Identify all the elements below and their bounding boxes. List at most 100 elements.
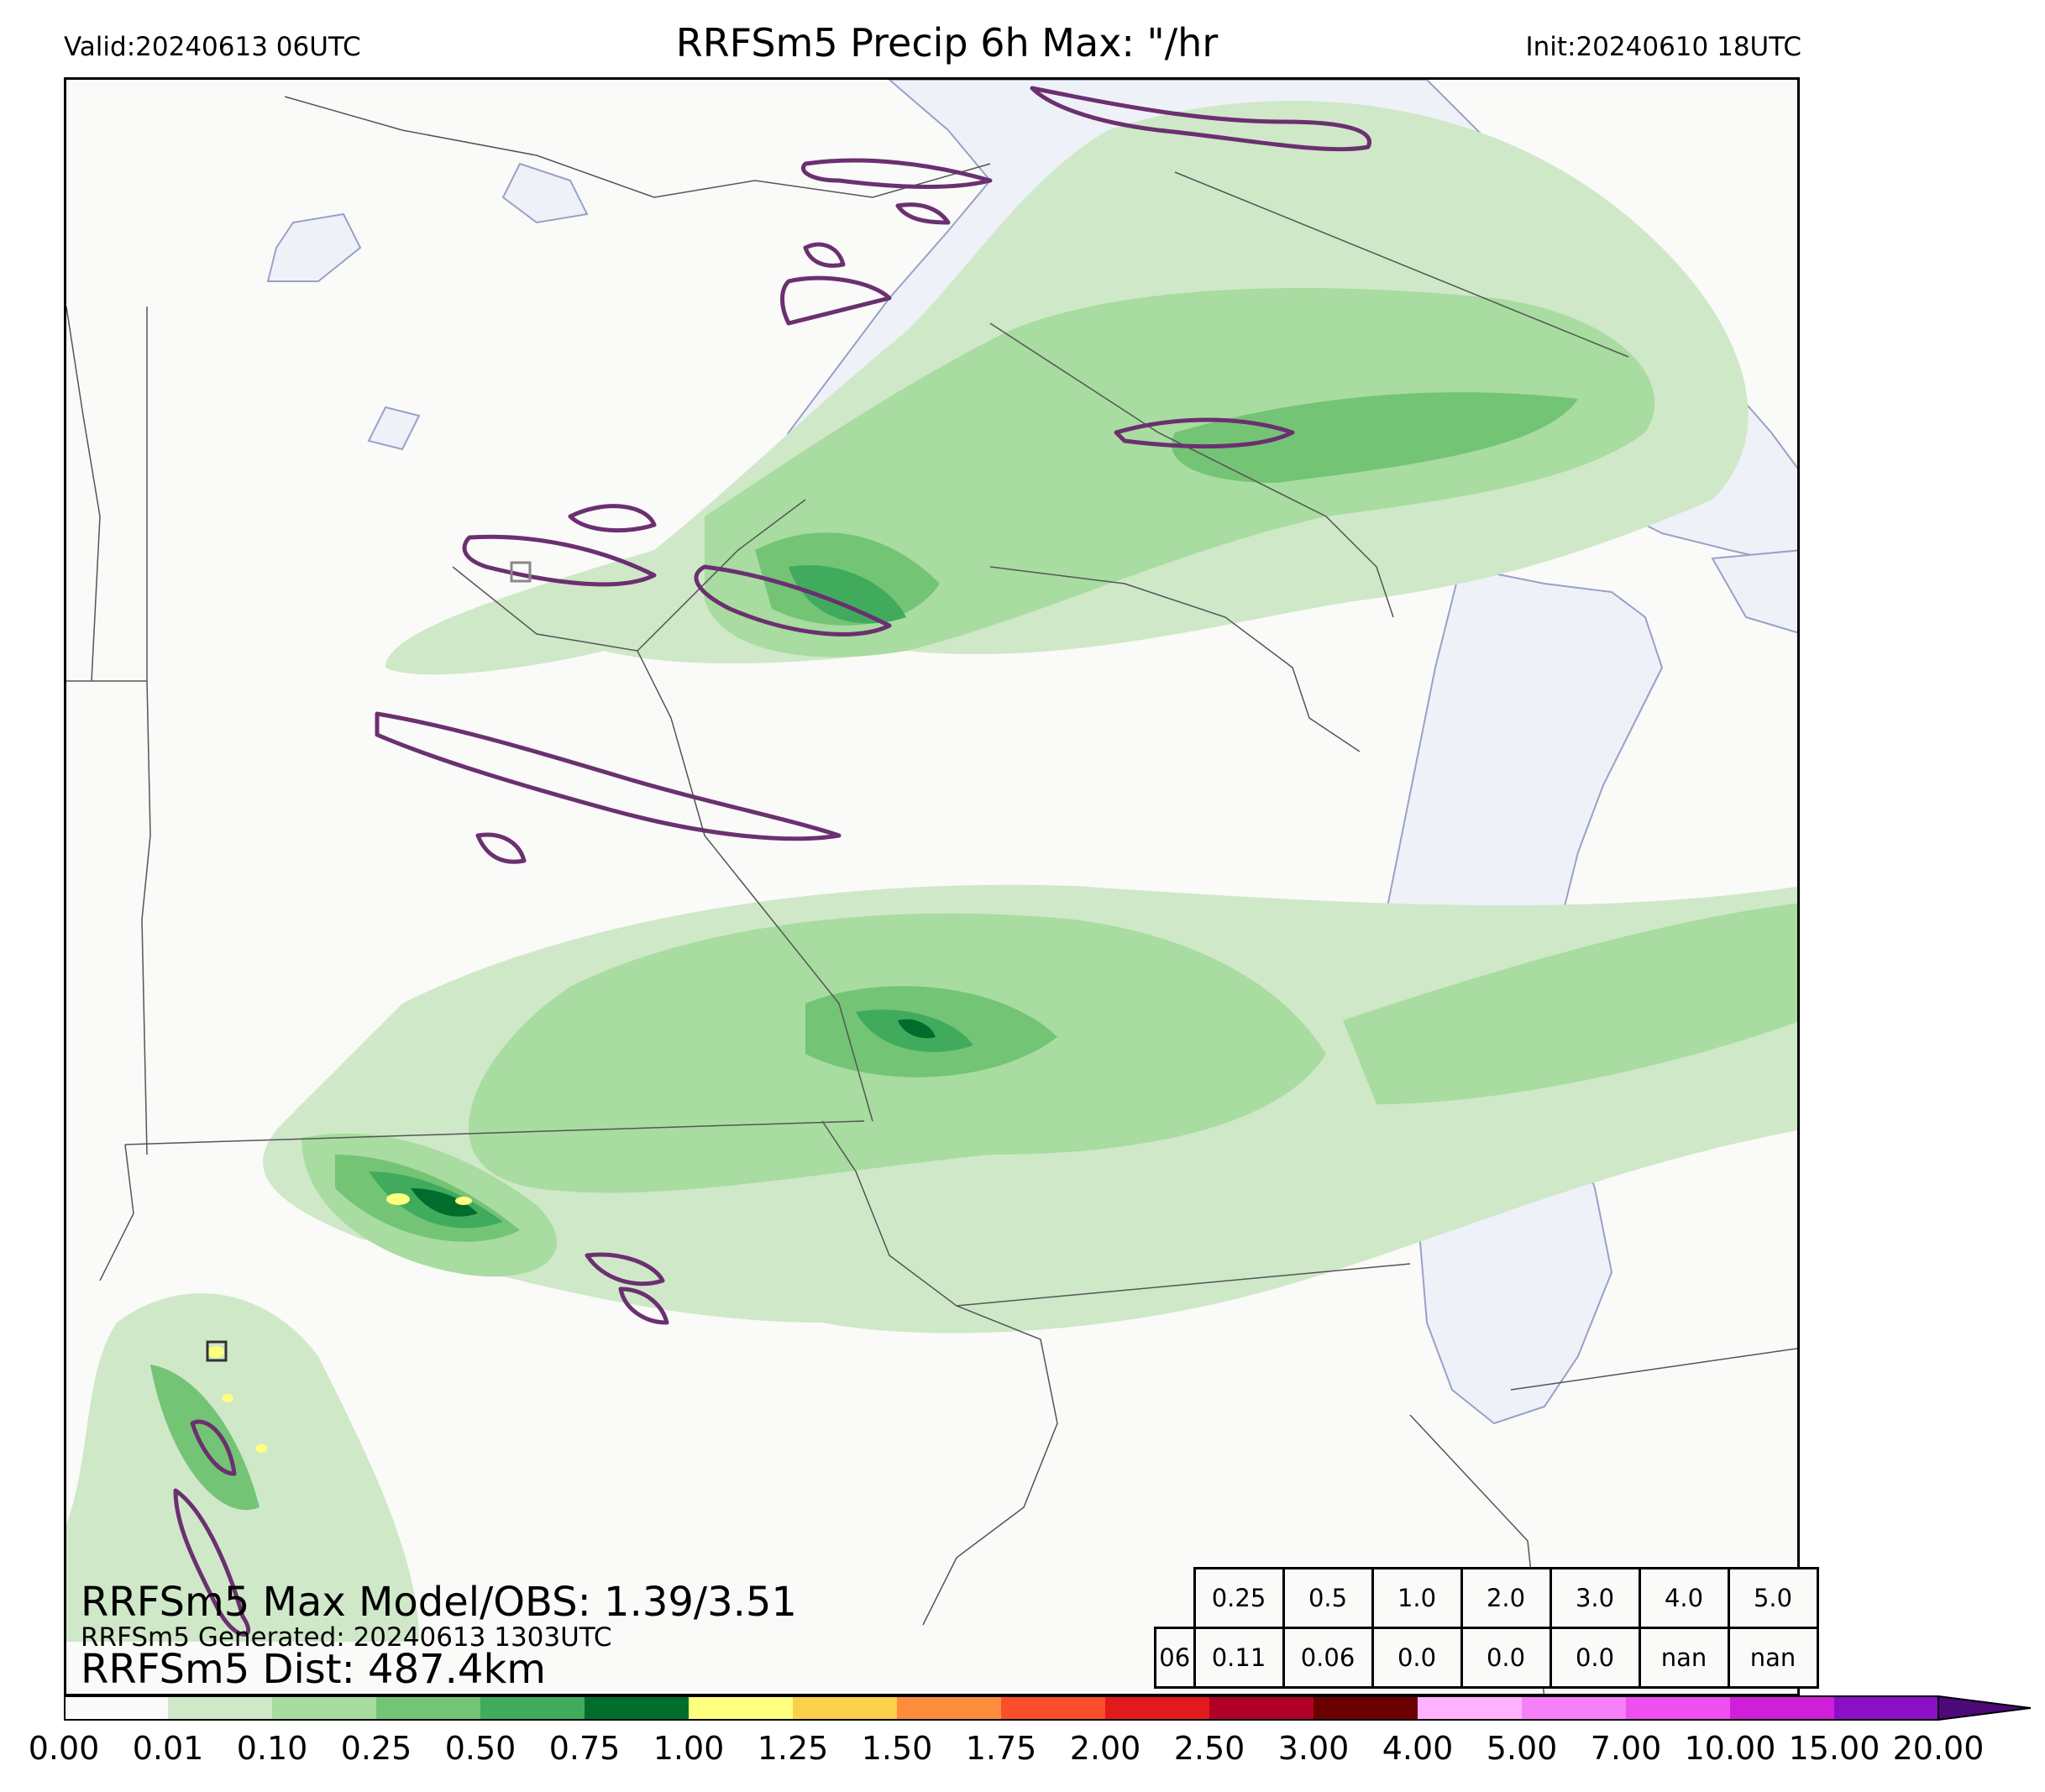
lake-huron (1711, 549, 1797, 634)
colorbar-segment (168, 1696, 272, 1720)
obs-contour-12 (585, 1252, 665, 1286)
colorbar-segment (272, 1696, 376, 1720)
threshold-stats-table: 0.25 0.5 1.0 2.0 3.0 4.0 5.0 06 0.11 0.0… (1154, 1567, 1819, 1689)
value-cell: nan (1727, 1627, 1819, 1689)
colorbar-segment (585, 1696, 689, 1720)
obs-location-marker-1 (510, 561, 532, 583)
max-model-obs-label: RRFSm5 Max Model/OBS: 1.39/3.51 (81, 1579, 797, 1626)
border-line-7 (956, 1263, 1411, 1307)
obs-contour-2 (801, 158, 993, 189)
colorbar-tick-label: 15.00 (1788, 1730, 1880, 1767)
precip-max-3 (207, 1346, 224, 1358)
political-borders (66, 96, 1797, 1694)
value-cell: nan (1638, 1627, 1730, 1689)
threshold-header-row: 0.25 0.5 1.0 2.0 3.0 4.0 5.0 (1156, 1567, 1819, 1629)
border-line-13 (1174, 171, 1629, 358)
colorbar-segment (689, 1696, 793, 1720)
obs-contour-14 (190, 1419, 237, 1476)
border-line-10 (452, 566, 873, 1122)
colorbar-tick-label: 0.10 (236, 1730, 308, 1767)
map-title: RRFSm5 Precip 6h Max: "/hr (0, 20, 2045, 65)
obs-contour-8 (568, 504, 657, 532)
value-cell: 0.06 (1282, 1627, 1374, 1689)
colorbar-tick-label: 1.75 (965, 1730, 1037, 1767)
obs-contours (173, 86, 1371, 1637)
colorbar-segment (1626, 1696, 1730, 1720)
obs-contour-6 (1114, 417, 1295, 449)
valid-time: Valid:20240613 06UTC (64, 32, 361, 62)
colorbar-segment (793, 1696, 897, 1720)
precip-area-darkest-2 (411, 1188, 478, 1217)
colorbar-segment (1730, 1696, 1834, 1720)
colorbar-segment (1314, 1696, 1418, 1720)
threshold-cell: 2.0 (1460, 1567, 1552, 1629)
precip-area-medium-1 (705, 288, 1655, 658)
obs-contour-15 (173, 1488, 250, 1637)
value-cell: 0.0 (1549, 1627, 1641, 1689)
stats-value-row: 06 0.11 0.06 0.0 0.0 0.0 nan nan (1154, 1627, 1819, 1689)
colorbar-tick-label: 7.00 (1590, 1730, 1662, 1767)
border-line-15 (284, 96, 991, 198)
generated-label: RRFSm5 Generated: 20240613 1303UTC (81, 1622, 612, 1653)
colorbar-segment (376, 1696, 480, 1720)
lake-red (501, 162, 589, 224)
colorbar-segment (1001, 1696, 1105, 1720)
precip-area-mid-2 (1172, 392, 1578, 483)
colorbar-tick-label: 2.00 (1069, 1730, 1141, 1767)
map-panel (64, 77, 1800, 1696)
colorbar-tick-label: 0.25 (340, 1730, 412, 1767)
colorbar-extend-arrow (1938, 1695, 2032, 1721)
obs-contour-5 (803, 242, 846, 268)
colorbar (64, 1695, 2032, 1721)
border-line-16 (66, 306, 101, 682)
colorbar-segment (64, 1696, 168, 1720)
map-title-text: RRFSm5 Precip 6h Max: "/hr (675, 20, 1219, 65)
colorbar-tick-label: 3.00 (1277, 1730, 1350, 1767)
colorbar-segment (1105, 1696, 1209, 1720)
threshold-cell: 0.25 (1193, 1567, 1285, 1629)
value-cell: 0.0 (1371, 1627, 1463, 1689)
border-line-9 (1510, 1348, 1797, 1391)
precip-area-dark-1 (789, 565, 906, 624)
obs-location-marker-2 (206, 1340, 228, 1362)
value-cell: 0.0 (1460, 1627, 1552, 1689)
colorbar-tick-label: 2.50 (1173, 1730, 1245, 1767)
border-line-5 (99, 1144, 134, 1281)
border-line-11 (637, 499, 806, 652)
obs-contour-3 (895, 202, 951, 225)
precip-area-darkest-1 (898, 1019, 936, 1039)
colorbar-tick-label: 0.01 (132, 1730, 204, 1767)
border-line-14 (989, 566, 1361, 752)
colorbar-segment (480, 1696, 585, 1720)
colorbar-segment (1834, 1696, 1938, 1720)
row-label-cell: 06 (1154, 1627, 1196, 1689)
obs-contour-1 (1030, 86, 1371, 152)
threshold-cell: 3.0 (1549, 1567, 1641, 1629)
obs-contour-9 (694, 564, 892, 637)
colorbar-segment (1209, 1696, 1314, 1720)
precip-shading (66, 101, 1797, 1642)
colorbar-tick-label: 0.50 (444, 1730, 516, 1767)
precip-max-1 (386, 1193, 410, 1205)
colorbar-segment (1522, 1696, 1626, 1720)
precip-area-medium-4 (1343, 903, 1797, 1104)
border-line-6 (821, 1120, 1058, 1626)
precip-max-4 (222, 1394, 233, 1402)
colorbar-tick-label: 1.50 (861, 1730, 933, 1767)
obs-contour-7 (462, 534, 657, 587)
colorbar-segment (897, 1696, 1001, 1720)
precip-max-5 (255, 1444, 267, 1453)
distance-label: RRFSm5 Dist: 487.4km (81, 1646, 547, 1693)
colorbar-tick-label: 1.00 (653, 1730, 725, 1767)
precip-max-2 (455, 1197, 472, 1205)
colorbar-tick-label: 20.00 (1892, 1730, 1985, 1767)
colorbar-tick-label: 0.75 (548, 1730, 621, 1767)
obs-contour-4 (780, 275, 892, 326)
obs-contour-13 (618, 1286, 669, 1325)
colorbar-tick-label: 5.00 (1486, 1730, 1558, 1767)
map-canvas (66, 80, 1797, 1694)
colorbar-segment (1418, 1696, 1522, 1720)
obs-contour-10 (375, 711, 842, 841)
colorbar-outline (64, 1695, 1939, 1721)
threshold-cell: 0.5 (1282, 1567, 1374, 1629)
